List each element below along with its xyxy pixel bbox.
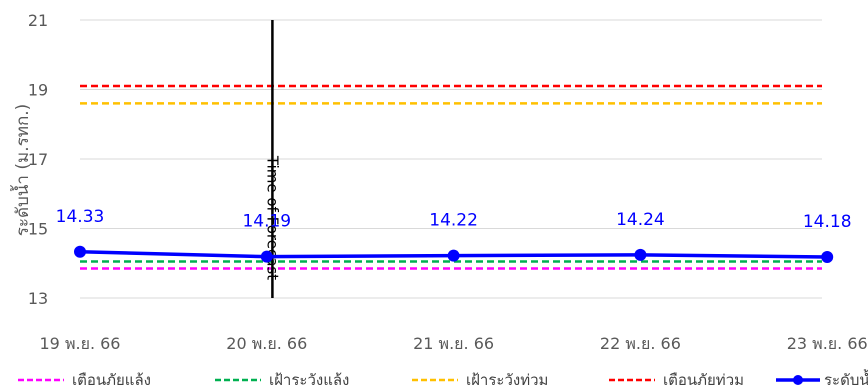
x-tick-label: 21 พ.ย. 66	[413, 334, 494, 353]
legend-marker	[793, 375, 803, 385]
forecast-marker-label: Time of Forecast	[263, 155, 281, 280]
y-tick-label: 21	[28, 11, 48, 30]
y-tick-label: 13	[28, 289, 48, 308]
data-label: 14.33	[56, 207, 105, 227]
legend-label: เฝ้าระวังท่วม	[466, 371, 548, 389]
data-label: 14.18	[803, 212, 852, 232]
x-tick-label: 23 พ.ย. 66	[787, 334, 868, 353]
data-label: 14.19	[242, 212, 291, 232]
x-tick-label: 20 พ.ย. 66	[226, 334, 307, 353]
legend-label: เฝ้าระวังแล้ง	[269, 371, 349, 389]
y-axis-label: ระดับน้ำ (ม.รทก.)	[10, 104, 33, 237]
y-tick-label: 17	[28, 150, 48, 169]
y-tick-label: 15	[28, 220, 48, 239]
water-level-point	[634, 248, 647, 261]
water-level-point	[821, 250, 834, 263]
water-level-point	[74, 245, 86, 258]
data-label: 14.22	[429, 211, 478, 231]
legend-label: เตือนภัยท่วม	[663, 371, 744, 389]
legend-label: ระดับน้ำ	[824, 369, 868, 389]
water-level-point	[260, 250, 273, 263]
water-level-point	[447, 249, 460, 262]
legend-label: เตือนภัยแล้ง	[72, 371, 151, 389]
data-label: 14.24	[616, 210, 665, 230]
x-tick-label: 22 พ.ย. 66	[600, 334, 681, 353]
x-tick-label: 19 พ.ย. 66	[40, 334, 121, 353]
y-tick-label: 19	[28, 81, 48, 100]
